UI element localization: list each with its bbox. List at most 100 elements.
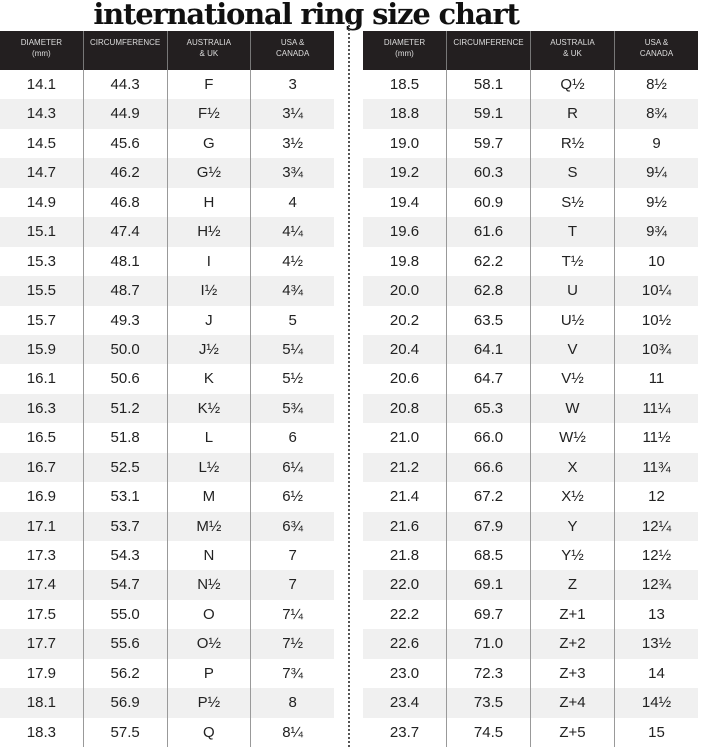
table-cell: 15.1 bbox=[0, 217, 84, 247]
table-cell: 7¾ bbox=[282, 664, 304, 682]
table-cell: 15.7 bbox=[0, 305, 84, 335]
table-cell: 67.2 bbox=[447, 482, 531, 512]
table-cell: J½ bbox=[168, 334, 252, 365]
table-cell: M bbox=[168, 482, 252, 512]
table-cell: 46.2 bbox=[84, 158, 168, 188]
table-cell: 71.0 bbox=[447, 629, 531, 659]
table-row: 19.6 61.6 T 9¾ bbox=[363, 217, 698, 247]
table-cell: Y½ bbox=[531, 541, 615, 571]
table-row: 15.9 50.0 J½ 5¼ bbox=[0, 334, 334, 365]
table-cell: Z+5 bbox=[531, 717, 615, 747]
table-cell: 67.9 bbox=[447, 511, 531, 541]
table-row: 17.1 53.7 M½ 6¾ bbox=[0, 511, 334, 541]
table-cell: 48.1 bbox=[84, 246, 168, 277]
table-cell: 51.2 bbox=[84, 393, 168, 424]
table-row: 19.8 62.2 T½ 10 bbox=[363, 246, 698, 277]
table-row: 21.2 66.6 X 11¾ bbox=[363, 452, 698, 483]
table-cell: 56.2 bbox=[84, 658, 168, 689]
table-row: 17.9 56.2 P 7¾ bbox=[0, 658, 334, 689]
table-row: 20.8 65.3 W 11¼ bbox=[363, 393, 698, 424]
table-cell: Y bbox=[531, 511, 615, 541]
table-row: 19.0 59.7 R½ 9 bbox=[363, 128, 698, 159]
table-cell: Z+1 bbox=[531, 599, 615, 630]
table-cell: M½ bbox=[168, 511, 252, 541]
table-cell: 4 bbox=[288, 193, 297, 211]
table-row: 20.4 64.1 V 10¾ bbox=[363, 334, 698, 365]
table-cell: 5¾ bbox=[282, 399, 304, 417]
table-cell: 12¾ bbox=[641, 576, 672, 594]
table-cell: N½ bbox=[168, 570, 252, 600]
table-row: 21.8 68.5 Y½ 12½ bbox=[363, 541, 698, 571]
table-cell: 63.5 bbox=[447, 305, 531, 335]
table-cell: 23.4 bbox=[363, 688, 447, 718]
table-cell: 13 bbox=[648, 605, 665, 623]
table-cell: 44.3 bbox=[84, 70, 168, 100]
table-cell: 64.1 bbox=[447, 334, 531, 365]
table-cell: 8½ bbox=[646, 76, 667, 93]
table-cell: 5½ bbox=[282, 370, 304, 388]
table-cell: 68.5 bbox=[447, 541, 531, 571]
table-cell: 12½ bbox=[641, 547, 672, 564]
table-cell: F bbox=[168, 70, 252, 100]
table-cell: 12¼ bbox=[641, 517, 672, 535]
table-row: 19.4 60.9 S½ 9½ bbox=[363, 187, 698, 218]
table-cell: 4¼ bbox=[282, 223, 304, 241]
table-cell: 53.1 bbox=[84, 482, 168, 512]
table-row: 15.7 49.3 J 5 bbox=[0, 305, 334, 335]
table-row: 17.3 54.3 N 7 bbox=[0, 541, 334, 571]
table-cell: 16.9 bbox=[0, 482, 84, 512]
table-cell: 12 bbox=[648, 488, 665, 506]
table-cell: 44.9 bbox=[84, 99, 168, 129]
table-cell: 8 bbox=[288, 694, 297, 712]
column-header: DIAMETER (mm) bbox=[0, 31, 84, 70]
table-row: 17.5 55.0 O 7¼ bbox=[0, 599, 334, 630]
table-cell: 61.6 bbox=[447, 217, 531, 247]
table-cell: 11½ bbox=[642, 429, 671, 447]
table-cell: Z bbox=[531, 570, 615, 600]
table-cell: L½ bbox=[168, 452, 252, 483]
table-cell: 9 bbox=[652, 134, 661, 152]
table-cell: 9¼ bbox=[646, 164, 667, 182]
table-cell: 22.2 bbox=[363, 599, 447, 630]
column-header: USA & CANADA bbox=[275, 38, 310, 58]
table-row: 23.4 73.5 Z+4 14½ bbox=[363, 688, 698, 718]
table-row: 23.7 74.5 Z+5 15 bbox=[363, 717, 698, 747]
table-cell: 17.4 bbox=[0, 570, 84, 600]
table-row: 18.5 58.1 Q½ 8½ bbox=[363, 70, 698, 100]
table-cell: 21.2 bbox=[363, 452, 447, 483]
table-cell: 21.0 bbox=[363, 423, 447, 453]
table-cell: 60.3 bbox=[447, 158, 531, 188]
table-cell: S½ bbox=[531, 187, 615, 218]
table-cell: 72.3 bbox=[447, 658, 531, 689]
table-cell: 17.5 bbox=[0, 599, 84, 630]
table-cell: 48.7 bbox=[84, 276, 168, 306]
table-cell: 16.3 bbox=[0, 393, 84, 424]
table-cell: W bbox=[531, 393, 615, 424]
table-cell: 6 bbox=[288, 429, 297, 447]
table-cell: 6¼ bbox=[282, 458, 304, 476]
table-row: 20.0 62.8 U 10¼ bbox=[363, 276, 698, 306]
table-cell: 7 bbox=[288, 547, 297, 564]
table-cell: 15.9 bbox=[0, 334, 84, 365]
table-cell: X½ bbox=[531, 482, 615, 512]
table-cell: X bbox=[531, 452, 615, 483]
table-cell: 74.5 bbox=[447, 717, 531, 747]
table-cell: 5 bbox=[288, 311, 297, 329]
table-cell: 69.1 bbox=[447, 570, 531, 600]
table-row: 20.2 63.5 U½ 10½ bbox=[363, 305, 698, 335]
table-cell: I½ bbox=[168, 276, 252, 306]
table-cell: 55.6 bbox=[84, 629, 168, 659]
table-cell: S bbox=[531, 158, 615, 188]
table-cell: P½ bbox=[168, 688, 252, 718]
table-cell: Q½ bbox=[531, 70, 615, 100]
table-cell: 20.4 bbox=[363, 334, 447, 365]
table-row: 22.0 69.1 Z 12¾ bbox=[363, 570, 698, 600]
table-row: 22.2 69.7 Z+1 13 bbox=[363, 599, 698, 630]
table-cell: 14.1 bbox=[0, 70, 84, 100]
table-cell: 50.6 bbox=[84, 364, 168, 394]
table-header: DIAMETER (mm) CIRCUMFERENCE AUSTRALIA & UK US… bbox=[363, 31, 698, 70]
table-cell: 65.3 bbox=[447, 393, 531, 424]
table-row: 23.0 72.3 Z+3 14 bbox=[363, 658, 698, 689]
table-cell: 20.8 bbox=[363, 393, 447, 424]
table-cell: 18.1 bbox=[0, 688, 84, 718]
